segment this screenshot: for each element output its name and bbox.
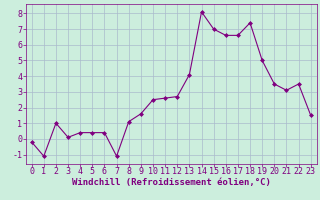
X-axis label: Windchill (Refroidissement éolien,°C): Windchill (Refroidissement éolien,°C) (72, 178, 271, 187)
